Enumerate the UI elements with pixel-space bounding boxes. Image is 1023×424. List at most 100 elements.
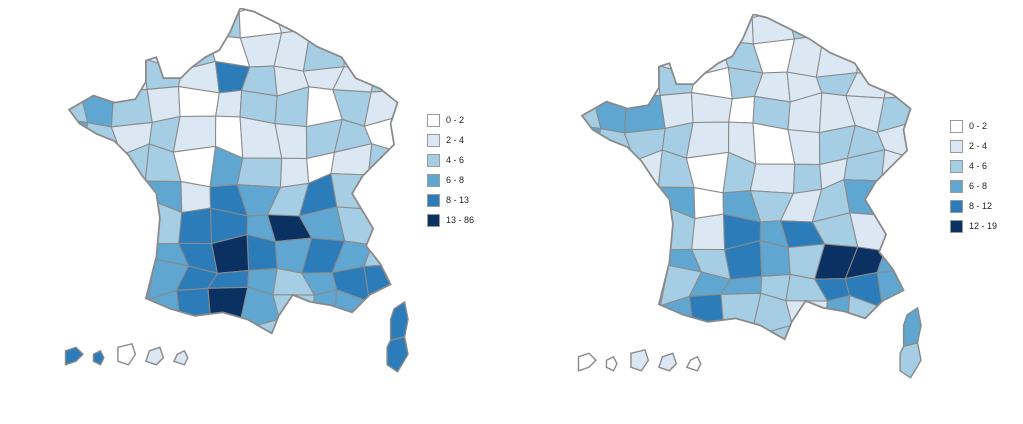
department [939, 299, 970, 334]
department [426, 293, 457, 328]
legend-label: 2 - 4 [969, 141, 988, 151]
corsica-department [902, 306, 922, 348]
legend-item: 6 - 8 [427, 174, 474, 187]
department [180, 180, 212, 214]
department [847, 322, 889, 340]
department [601, 274, 636, 308]
department [84, 8, 125, 44]
department [719, 15, 754, 45]
department [908, 240, 911, 273]
department [117, 180, 156, 217]
department [905, 178, 911, 223]
department [79, 67, 118, 91]
overseas-territory [577, 352, 597, 372]
department [207, 286, 249, 332]
department [685, 121, 730, 159]
department [592, 299, 637, 338]
department [581, 218, 596, 246]
department [592, 160, 636, 190]
legend-swatch [950, 220, 963, 233]
legend-item: 8 - 13 [427, 194, 474, 207]
department [395, 234, 398, 267]
department [110, 88, 153, 128]
corsica-department [899, 341, 922, 379]
department [151, 8, 188, 38]
department [591, 221, 639, 240]
department [728, 95, 756, 124]
department [876, 249, 911, 274]
department [690, 15, 731, 42]
department [68, 67, 81, 91]
legend-right: 0 - 2 2 - 4 4 - 6 6 - 8 8 - 12 12 - 19 [950, 120, 997, 233]
legend-swatch [427, 194, 440, 207]
legend-item: 0 - 2 [427, 114, 474, 127]
department [404, 115, 429, 157]
legend-swatch [427, 214, 440, 227]
department [79, 154, 123, 184]
department [330, 8, 366, 42]
department [633, 237, 669, 278]
department [396, 263, 398, 301]
legend-label: 8 - 12 [969, 201, 993, 211]
department [364, 33, 398, 71]
legend-swatch [427, 134, 440, 147]
department [300, 316, 346, 334]
department [880, 179, 911, 223]
department [629, 14, 667, 50]
department [949, 67, 970, 105]
department [721, 326, 764, 340]
legend-swatch [950, 180, 963, 193]
department [269, 316, 313, 334]
legend-swatch [950, 200, 963, 213]
legend-label: 6 - 8 [446, 175, 465, 185]
corsica-department [386, 335, 409, 373]
france-outline [67, 8, 399, 335]
department [581, 236, 603, 276]
legend-swatch [950, 140, 963, 153]
department [909, 68, 911, 101]
department [361, 8, 398, 42]
department [68, 290, 90, 332]
department [78, 178, 122, 217]
choropleth-map-left [64, 8, 457, 373]
department [581, 296, 603, 338]
legend-swatch [427, 114, 440, 127]
department [917, 121, 942, 163]
legend-item: 13 - 86 [427, 214, 474, 227]
legend-label: 6 - 8 [969, 181, 988, 191]
department [581, 181, 598, 223]
department [581, 18, 602, 49]
department [581, 271, 603, 301]
department [843, 14, 879, 48]
department [396, 62, 398, 95]
department [236, 157, 283, 188]
department [79, 41, 118, 73]
department [939, 19, 970, 51]
department [912, 160, 947, 180]
legend-item: 12 - 19 [950, 220, 997, 233]
department [581, 36, 599, 75]
department [874, 14, 911, 48]
legend-label: 12 - 19 [969, 221, 998, 231]
department [78, 215, 126, 234]
department [206, 9, 241, 39]
department [120, 200, 156, 245]
overseas-territory [117, 342, 137, 366]
department [68, 230, 90, 270]
legend-swatch [950, 120, 963, 133]
department [68, 212, 83, 240]
legend-item: 0 - 2 [950, 120, 997, 133]
department [884, 214, 911, 252]
legend-swatch [950, 160, 963, 173]
legend-label: 0 - 2 [446, 115, 465, 125]
department [909, 96, 911, 137]
legend-swatch [427, 174, 440, 187]
department [68, 175, 85, 217]
department [822, 14, 858, 48]
department [693, 186, 725, 220]
department [334, 316, 376, 334]
department [880, 149, 911, 182]
department [939, 46, 970, 74]
department [581, 158, 598, 186]
